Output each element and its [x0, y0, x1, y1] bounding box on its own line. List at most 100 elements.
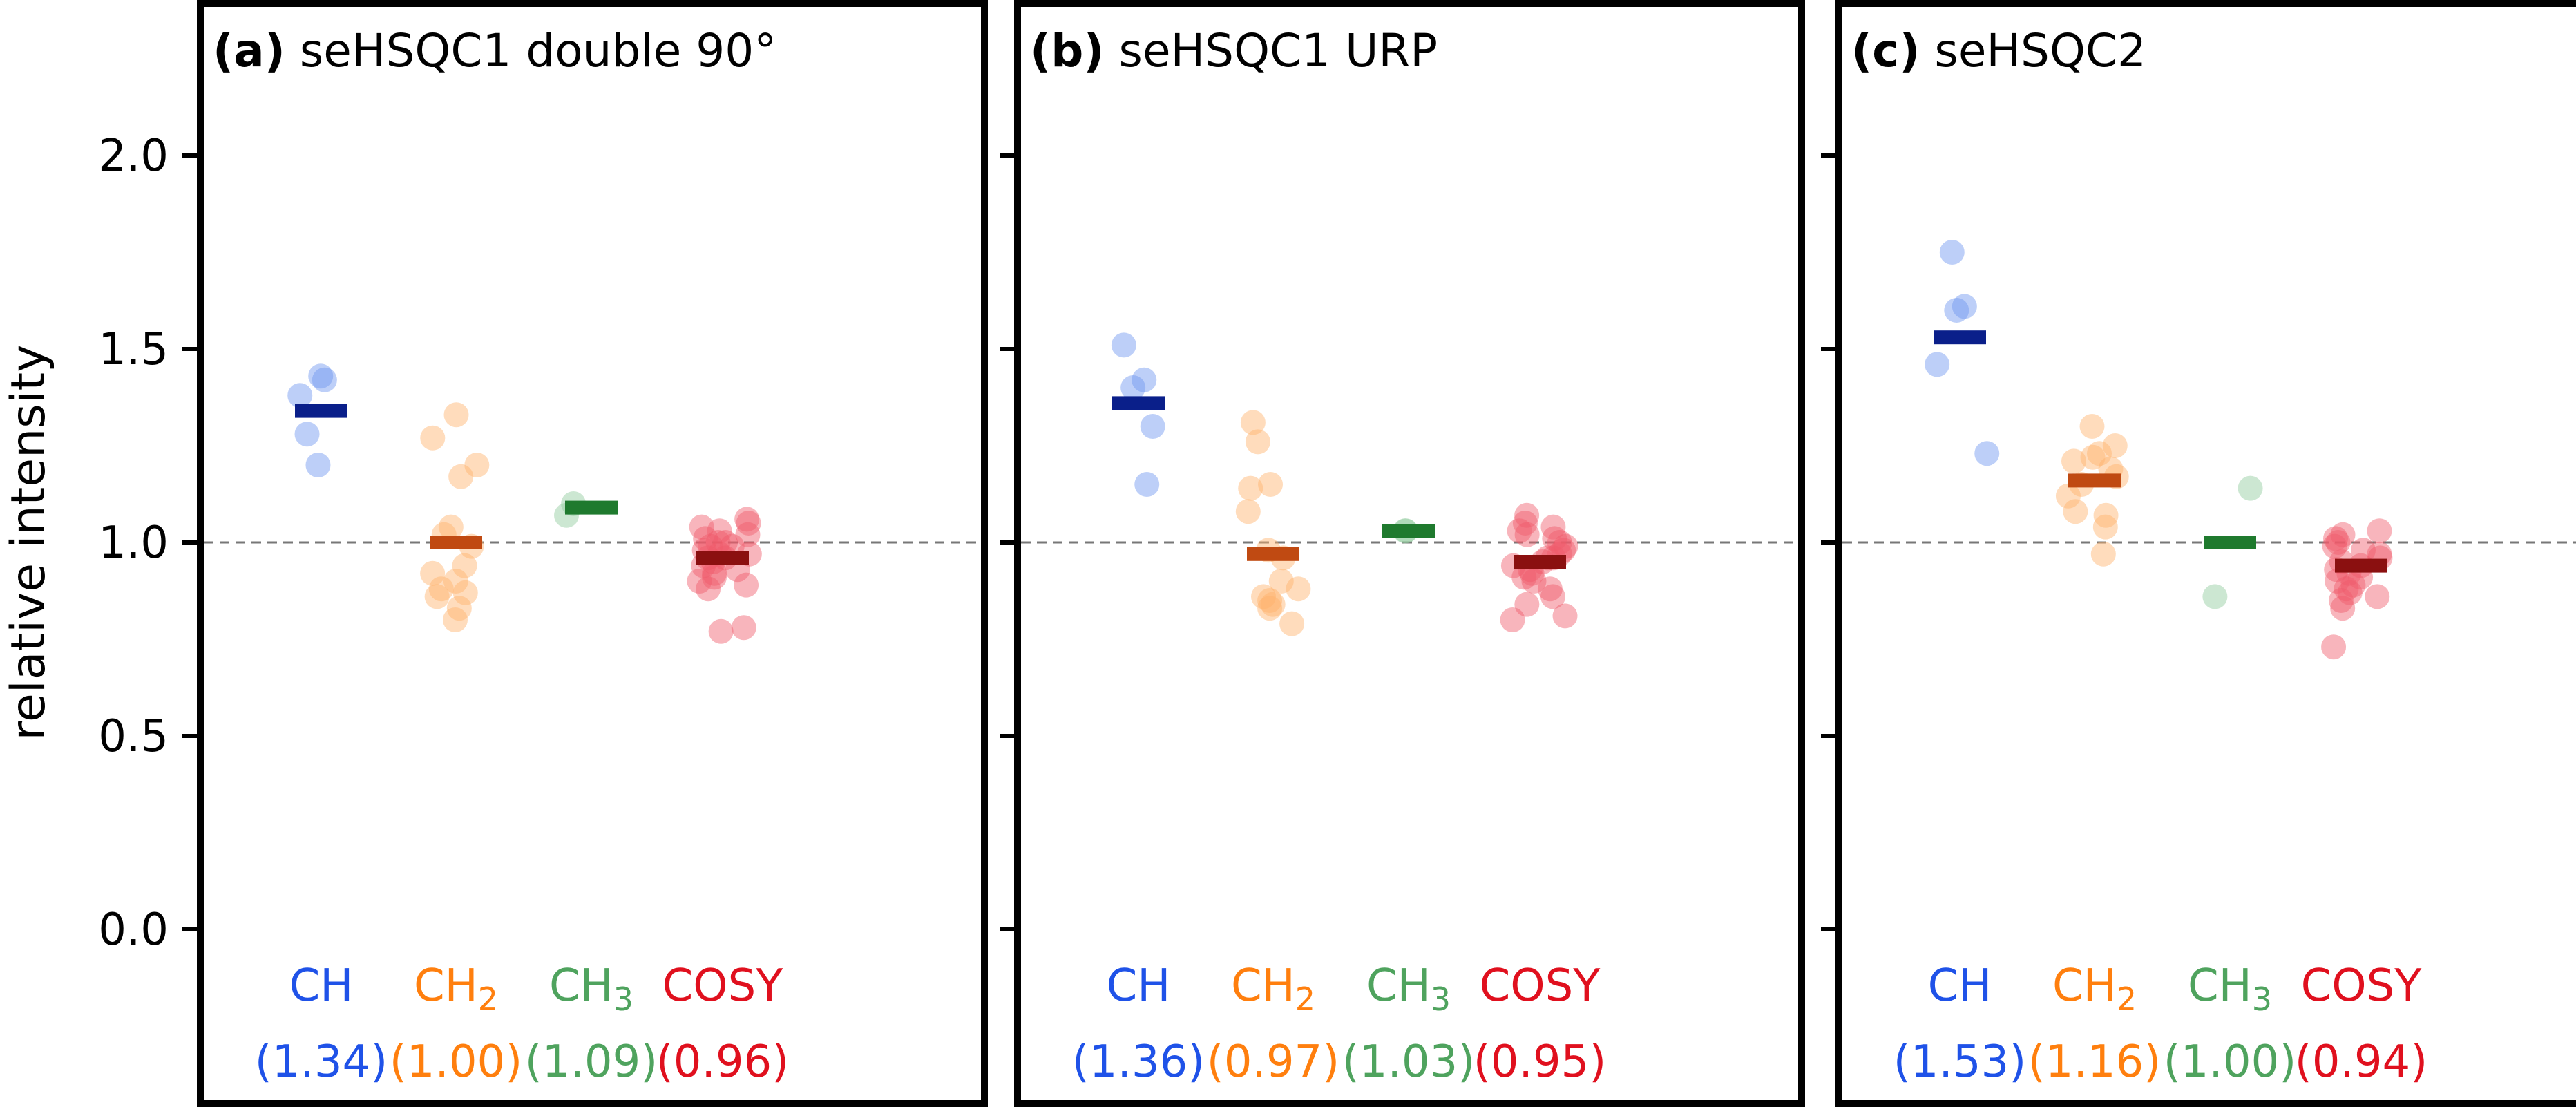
data-point: [2063, 499, 2088, 524]
panel-frame: [1835, 0, 2576, 1107]
data-point: [1537, 576, 1563, 602]
panel-letter: (b): [1030, 24, 1105, 77]
data-point: [1547, 530, 1572, 555]
category-label: CH2: [414, 961, 498, 1018]
data-point: [424, 584, 450, 609]
series-cosy: COSY (0.95): [1473, 502, 1606, 1088]
data-point: [1134, 472, 1160, 497]
y-tick-label: 2.0: [98, 131, 169, 182]
mean-marker: [1112, 396, 1165, 410]
data-point: [1240, 410, 1266, 435]
panel-title-text: seHSQC1 URP: [1105, 24, 1438, 77]
mean-marker: [2335, 558, 2387, 573]
series-ch: CH (1.53): [1893, 240, 2026, 1088]
data-point: [2350, 538, 2376, 563]
mean-marker: [295, 404, 347, 418]
panel-frame: [1014, 0, 1805, 1107]
mean-value-label: (0.96): [656, 1037, 789, 1088]
data-point: [731, 615, 756, 641]
mean-value-label: (1.34): [255, 1037, 388, 1088]
series-ch2: CH2 (1.00): [390, 402, 522, 1088]
data-point: [2092, 514, 2118, 540]
data-point: [2090, 541, 2116, 567]
data-point: [1521, 569, 1547, 594]
category-label: COSY: [1480, 961, 1601, 1012]
series-cosy: COSY (0.94): [2295, 518, 2427, 1088]
category-label: COSY: [2301, 961, 2423, 1012]
data-point: [689, 514, 714, 540]
data-point: [1925, 352, 1950, 377]
data-point: [2325, 569, 2350, 594]
data-point: [443, 569, 468, 594]
data-point: [2365, 584, 2390, 609]
data-point: [2093, 502, 2119, 528]
data-point: [2328, 588, 2354, 613]
panel-title: (b) seHSQC1 URP: [1030, 24, 1438, 77]
data-point: [420, 560, 446, 586]
data-point: [1238, 475, 1263, 501]
category-label: CH3: [2188, 961, 2272, 1018]
data-point: [438, 514, 464, 540]
data-point: [1257, 588, 1283, 613]
series-cosy: COSY (0.96): [656, 507, 789, 1088]
data-point: [696, 576, 721, 602]
category-label: CH: [1928, 961, 1992, 1012]
y-tick-label: 1.0: [98, 518, 169, 569]
mean-marker: [1382, 524, 1435, 538]
data-point: [1250, 584, 1276, 609]
data-point: [1132, 367, 1157, 392]
data-point: [707, 518, 732, 544]
data-point: [708, 618, 734, 644]
data-point: [2055, 483, 2081, 509]
data-point: [1120, 375, 1146, 400]
data-point: [1507, 518, 1532, 544]
data-point: [2334, 576, 2359, 602]
data-point: [2325, 530, 2351, 555]
mean-value-label: (1.00): [390, 1037, 522, 1088]
category-label: CH2: [1231, 961, 1315, 1018]
data-point: [1939, 240, 1965, 265]
category-label: CH2: [2052, 961, 2137, 1018]
data-point: [287, 383, 313, 408]
panel-title: (c) seHSQC2: [1851, 24, 2146, 77]
data-point: [308, 363, 334, 389]
data-point: [2080, 444, 2106, 470]
data-point: [1514, 592, 1540, 617]
data-point: [464, 453, 490, 477]
mean-value-label: (0.94): [2295, 1037, 2427, 1088]
category-label: CH3: [1366, 961, 1451, 1018]
data-point: [1952, 294, 1977, 319]
data-point: [1514, 522, 1540, 547]
data-point: [2321, 634, 2347, 660]
mean-value-label: (1.16): [2028, 1037, 2161, 1088]
data-point: [702, 560, 727, 586]
mean-marker: [1934, 330, 1986, 345]
data-point: [312, 367, 337, 392]
data-point: [2079, 414, 2105, 439]
panel-title: (a) seHSQC1 double 90°: [213, 24, 776, 77]
y-tick-label: 0.0: [98, 905, 169, 956]
data-point: [420, 425, 446, 451]
data-point: [452, 553, 477, 578]
data-point: [734, 572, 759, 598]
data-point: [446, 596, 472, 621]
category-label: CH3: [549, 961, 633, 1018]
category-label: CH: [289, 961, 354, 1012]
y-tick-label: 0.5: [98, 711, 169, 762]
category-label: CH: [1107, 961, 1171, 1012]
panel-letter: (a): [213, 24, 285, 77]
data-point: [1111, 332, 1136, 358]
data-point: [2086, 441, 2112, 466]
data-point: [735, 522, 761, 547]
data-point: [734, 507, 760, 532]
data-point: [305, 453, 331, 477]
data-point: [1542, 526, 1567, 551]
mean-marker: [696, 551, 749, 565]
data-point: [2340, 572, 2366, 598]
data-point: [1552, 603, 1578, 629]
mean-value-label: (1.00): [2164, 1037, 2296, 1088]
mean-value-label: (1.36): [1072, 1037, 1205, 1088]
series-ch3: CH3 (1.03): [1342, 518, 1475, 1088]
data-point: [1974, 441, 2000, 466]
